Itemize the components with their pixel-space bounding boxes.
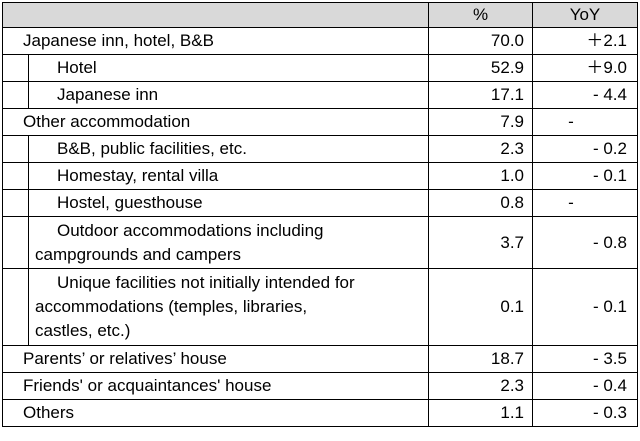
indent-cell bbox=[2, 81, 29, 109]
row-yoy: ＋9.0 bbox=[532, 54, 638, 82]
table-row: Japanese inn, hotel, B&B 70.0 ＋2.1 bbox=[2, 27, 638, 55]
row-yoy: - bbox=[532, 189, 638, 217]
table-row: Parents’ or relatives’ house 18.7 - 3.5 bbox=[2, 345, 638, 373]
row-percent: 0.1 bbox=[428, 268, 533, 346]
indent-cell bbox=[2, 54, 29, 82]
row-yoy: - 0.3 bbox=[532, 399, 638, 427]
row-label: Japanese inn bbox=[28, 81, 429, 109]
row-label: Friends' or acquaintances' house bbox=[2, 372, 429, 400]
table-row: Others 1.1 - 0.3 bbox=[2, 399, 638, 427]
table-row: Friends' or acquaintances' house 2.3 - 0… bbox=[2, 372, 638, 400]
table-row: Japanese inn 17.1 - 4.4 bbox=[2, 81, 638, 109]
accommodation-table: % YoY Japanese inn, hotel, B&B 70.0 ＋2.1… bbox=[2, 2, 638, 427]
row-label: Outdoor accommodations including campgro… bbox=[28, 216, 429, 269]
table-row: Unique facilities not initially intended… bbox=[2, 268, 638, 346]
row-percent: 70.0 bbox=[428, 27, 533, 55]
row-yoy: ＋2.1 bbox=[532, 27, 638, 55]
row-percent: 2.3 bbox=[428, 372, 533, 400]
indent-cell bbox=[2, 162, 29, 190]
row-label-line: castles, etc.) bbox=[35, 321, 131, 340]
header-row: % YoY bbox=[2, 2, 638, 28]
row-yoy: - 0.1 bbox=[532, 162, 638, 190]
row-label-line: Unique facilities not initially intended… bbox=[57, 273, 355, 292]
row-percent: 2.3 bbox=[428, 135, 533, 163]
row-yoy: - bbox=[532, 108, 638, 136]
row-label: Unique facilities not initially intended… bbox=[28, 268, 429, 346]
table-row: Homestay, rental villa 1.0 - 0.1 bbox=[2, 162, 638, 190]
header-label bbox=[2, 2, 429, 28]
row-label-line: accommodations (temples, libraries, bbox=[35, 297, 308, 316]
indent-cell bbox=[2, 268, 29, 346]
row-label: Parents’ or relatives’ house bbox=[2, 345, 429, 373]
row-yoy: - 0.1 bbox=[532, 268, 638, 346]
row-yoy: - 0.2 bbox=[532, 135, 638, 163]
row-label: Other accommodation bbox=[2, 108, 429, 136]
indent-cell bbox=[2, 135, 29, 163]
row-label: Hotel bbox=[28, 54, 429, 82]
table-row: Outdoor accommodations including campgro… bbox=[2, 216, 638, 269]
table-row: Hotel 52.9 ＋9.0 bbox=[2, 54, 638, 82]
row-label: Homestay, rental villa bbox=[28, 162, 429, 190]
row-label-line: campgrounds and campers bbox=[35, 244, 242, 264]
row-yoy: - 4.4 bbox=[532, 81, 638, 109]
row-percent: 17.1 bbox=[428, 81, 533, 109]
header-yoy: YoY bbox=[532, 2, 638, 28]
row-percent: 3.7 bbox=[428, 216, 533, 269]
row-label: Hostel, guesthouse bbox=[28, 189, 429, 217]
row-label: Japanese inn, hotel, B&B bbox=[2, 27, 429, 55]
row-label-line: Outdoor accommodations including bbox=[57, 220, 324, 240]
row-yoy: - 0.8 bbox=[532, 216, 638, 269]
indent-cell bbox=[2, 189, 29, 217]
row-label: Others bbox=[2, 399, 429, 427]
row-percent: 52.9 bbox=[428, 54, 533, 82]
row-yoy: - 3.5 bbox=[532, 345, 638, 373]
table-row: Hostel, guesthouse 0.8 - bbox=[2, 189, 638, 217]
row-percent: 7.9 bbox=[428, 108, 533, 136]
row-percent: 0.8 bbox=[428, 189, 533, 217]
indent-cell bbox=[2, 216, 29, 269]
row-percent: 1.0 bbox=[428, 162, 533, 190]
row-percent: 1.1 bbox=[428, 399, 533, 427]
row-percent: 18.7 bbox=[428, 345, 533, 373]
table-row: B&B, public facilities, etc. 2.3 - 0.2 bbox=[2, 135, 638, 163]
row-label: B&B, public facilities, etc. bbox=[28, 135, 429, 163]
row-yoy: - 0.4 bbox=[532, 372, 638, 400]
header-percent: % bbox=[428, 2, 533, 28]
table-row: Other accommodation 7.9 - bbox=[2, 108, 638, 136]
